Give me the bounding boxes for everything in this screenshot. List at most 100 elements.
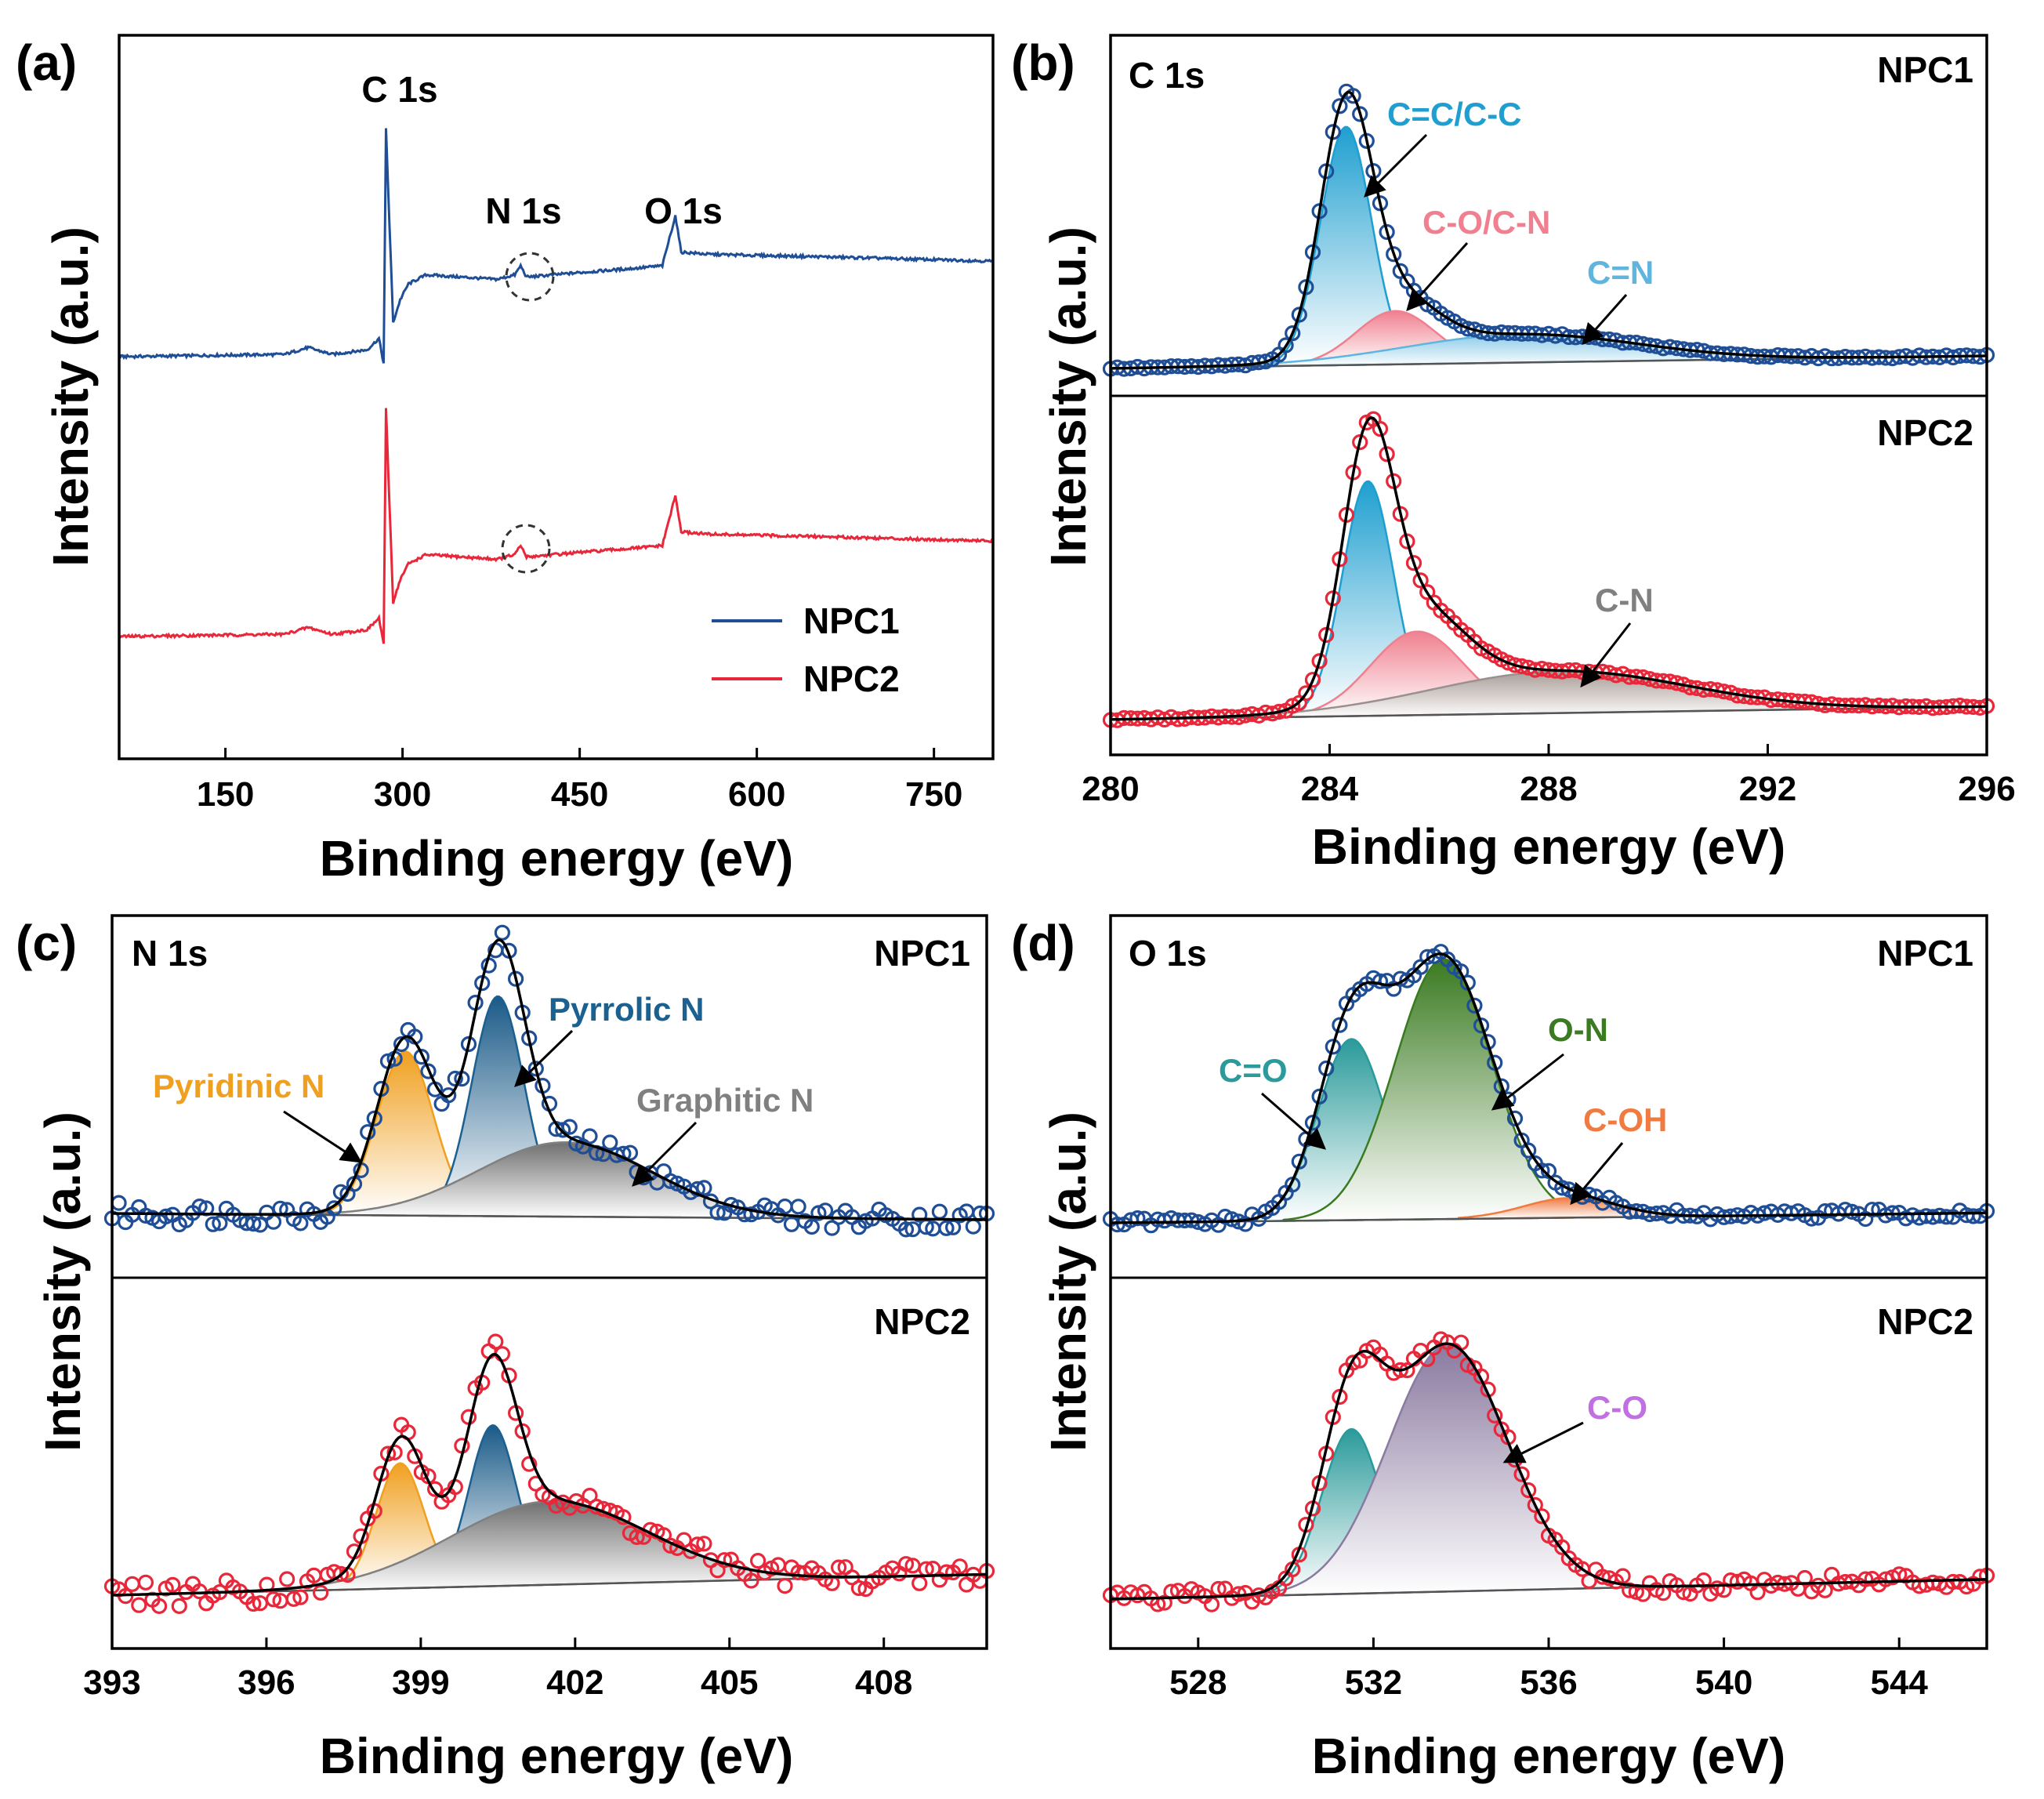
x-tick-label: 750 bbox=[905, 775, 962, 814]
data-point bbox=[191, 1583, 208, 1600]
panel-c: 393 396 399 402 405 408 (c) N 1s NPC1 NPC2 Bi… bbox=[16, 914, 995, 1784]
arrow-pyrrolic bbox=[514, 1029, 574, 1087]
x-tick-label: 292 bbox=[1739, 770, 1796, 808]
x-tick-label: 528 bbox=[1169, 1663, 1227, 1702]
data-point bbox=[1938, 1209, 1955, 1225]
data-point bbox=[1473, 1368, 1490, 1385]
data-point bbox=[332, 1565, 349, 1583]
data-point bbox=[602, 1134, 618, 1151]
panel-b: 280 284 288 292 296 (b) C 1s NPC1 NPC2 Bindi… bbox=[1011, 34, 2016, 875]
data-point bbox=[165, 1576, 181, 1594]
data-point bbox=[749, 1552, 766, 1569]
data-point bbox=[1352, 106, 1368, 122]
data-point bbox=[857, 1213, 874, 1229]
data-point bbox=[1129, 1210, 1146, 1227]
data-point bbox=[480, 1343, 497, 1359]
data-point bbox=[1304, 672, 1321, 688]
data-point bbox=[1506, 1110, 1524, 1126]
fit-envelope bbox=[1110, 416, 1987, 721]
data-point bbox=[292, 1215, 309, 1231]
data-point bbox=[1487, 1054, 1503, 1071]
label-c-oh: C-OH bbox=[1583, 1101, 1667, 1138]
data-point bbox=[1345, 1355, 1361, 1371]
panel-d-ylabel: Intensity (a.u.) bbox=[1040, 1112, 1096, 1452]
data-point bbox=[265, 1213, 282, 1230]
data-point bbox=[1615, 1568, 1631, 1584]
data-point bbox=[1803, 1210, 1820, 1227]
data-point bbox=[1352, 433, 1368, 451]
data-point bbox=[521, 1456, 538, 1472]
data-point bbox=[1864, 1202, 1880, 1218]
data-point bbox=[313, 1584, 329, 1601]
data-point bbox=[1291, 306, 1307, 323]
data-point bbox=[824, 1220, 840, 1236]
panel-b-ylabel: Intensity (a.u.) bbox=[1040, 227, 1096, 567]
panel-c-xlabel: Binding energy (eV) bbox=[320, 1728, 794, 1784]
data-point bbox=[897, 1556, 915, 1572]
x-tick-label: 600 bbox=[728, 775, 785, 814]
n1s-highlight-npc2 bbox=[501, 524, 551, 574]
label-graphitic: Graphitic N bbox=[636, 1082, 814, 1119]
label-c-cc: C=C/C-C bbox=[1387, 96, 1522, 132]
data-point bbox=[259, 1204, 275, 1220]
data-point bbox=[137, 1207, 154, 1224]
panel-d-label: (d) bbox=[1011, 915, 1075, 971]
data-point bbox=[1278, 337, 1294, 354]
data-point bbox=[689, 1181, 706, 1198]
data-point bbox=[487, 1333, 504, 1350]
x-tick-label: 300 bbox=[374, 775, 431, 814]
data-point bbox=[911, 1206, 928, 1223]
data-point bbox=[285, 1590, 302, 1607]
x-tick-label: 544 bbox=[1870, 1663, 1928, 1702]
arrow-c-cc bbox=[1364, 133, 1428, 198]
data-point bbox=[1534, 1508, 1550, 1525]
panel-c-label: (c) bbox=[16, 915, 77, 971]
panel-a-xlabel: Binding energy (eV) bbox=[320, 830, 794, 887]
label-c-eq-n: C=N bbox=[1587, 254, 1654, 291]
x-tick-label: 396 bbox=[237, 1663, 295, 1702]
plot-a-ticks: 150 300 450 600 750 bbox=[197, 748, 962, 814]
x-tick-label: 536 bbox=[1520, 1663, 1577, 1702]
data-point bbox=[131, 1597, 147, 1613]
arrow-c-eq-o bbox=[1261, 1092, 1327, 1150]
data-point bbox=[1824, 1566, 1840, 1583]
data-point bbox=[1520, 1142, 1537, 1159]
panel-a: 150 300 450 600 750 (a) Binding energy (eV) … bbox=[16, 34, 995, 887]
data-point bbox=[1257, 354, 1274, 370]
fit-envelope bbox=[111, 1352, 988, 1597]
x-tick-label: 288 bbox=[1520, 770, 1577, 808]
data-point bbox=[447, 1070, 463, 1087]
data-point bbox=[1520, 1482, 1537, 1499]
fit-envelope bbox=[1111, 90, 1987, 370]
data-point bbox=[965, 1218, 981, 1235]
series-npc2-line bbox=[118, 408, 994, 644]
data-point bbox=[850, 1580, 868, 1597]
data-point bbox=[413, 1048, 430, 1065]
label-c-o: C-O bbox=[1587, 1389, 1647, 1426]
x-tick-label: 284 bbox=[1301, 770, 1359, 808]
data-point bbox=[124, 1576, 140, 1592]
data-point bbox=[1837, 1202, 1854, 1218]
data-point bbox=[938, 1220, 955, 1236]
arrow-c-o-c-n bbox=[1406, 242, 1469, 312]
data-point bbox=[514, 1423, 531, 1439]
data-point bbox=[212, 1215, 228, 1231]
label-c-eq-o: C=O bbox=[1219, 1052, 1288, 1089]
data-point bbox=[1285, 325, 1301, 342]
plot-c-frame bbox=[111, 914, 988, 1650]
data-point bbox=[1345, 88, 1361, 104]
annot-n1s: N 1s bbox=[485, 190, 561, 231]
data-point bbox=[386, 1444, 403, 1461]
data-point bbox=[279, 1571, 295, 1587]
x-tick-label: 296 bbox=[1958, 770, 2015, 808]
data-point bbox=[1311, 1088, 1328, 1104]
data-point bbox=[1332, 1017, 1348, 1033]
plot-b-ticks: 280 284 288 292 296 bbox=[1082, 744, 2016, 808]
data-point bbox=[393, 1036, 410, 1053]
data-point bbox=[494, 924, 511, 941]
data-point bbox=[245, 1215, 262, 1232]
panel-a-ylabel: Intensity (a.u.) bbox=[42, 227, 99, 567]
label-c-n: C-N bbox=[1595, 582, 1654, 618]
data-point bbox=[494, 1346, 511, 1362]
